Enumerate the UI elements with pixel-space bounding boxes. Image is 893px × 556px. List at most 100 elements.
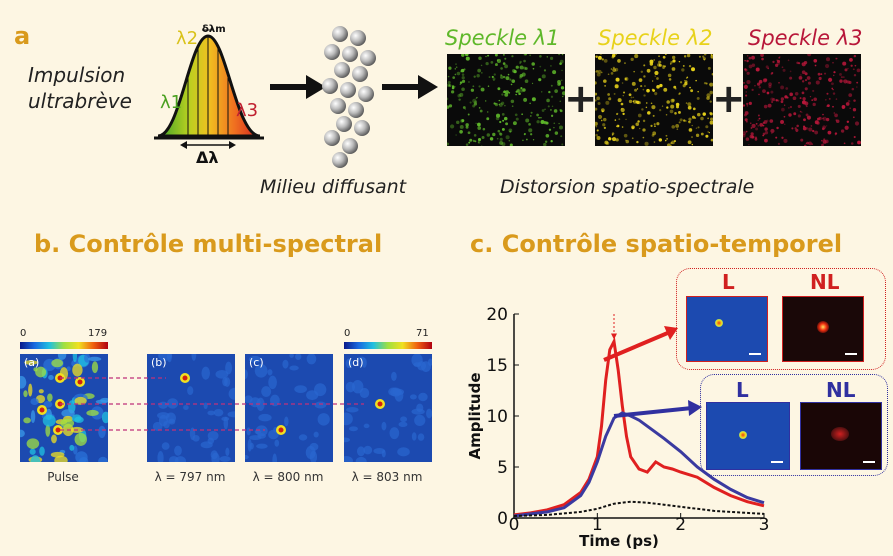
colorbar-left-max: 179: [88, 328, 108, 339]
speckle-grain: [825, 57, 831, 62]
speckle-grain: [621, 82, 624, 84]
speckle-grain: [659, 109, 662, 112]
speckle-grain: [540, 116, 542, 119]
speckle-grain: [832, 92, 836, 95]
speckle-grain: [488, 76, 491, 79]
speckle-grain: [601, 58, 604, 61]
y-tick-label: 15: [486, 356, 508, 376]
pulse-speckle: [74, 432, 88, 446]
speckle-grain: [688, 128, 693, 132]
speckle-grain: [550, 65, 552, 67]
medium-label: Milieu diffusant: [260, 176, 407, 198]
delta-lambda-arrowhead-left: [180, 141, 187, 149]
tile-speckle: [344, 456, 353, 462]
speckle-grain: [678, 110, 681, 114]
speckle-grain: [783, 115, 786, 118]
speckle-grain: [692, 107, 696, 111]
speckle-grain: [644, 85, 646, 87]
speckle-grain: [640, 70, 644, 74]
speckle-grain: [689, 86, 691, 89]
speckle-grain: [710, 138, 713, 142]
tile-speckle: [284, 416, 289, 427]
speckle-grain: [499, 120, 502, 124]
speckle-grain: [511, 55, 514, 58]
speckle-grain: [538, 78, 542, 82]
speckle-grain: [754, 136, 758, 139]
speckle-grain: [501, 127, 505, 131]
pulse-speckle: [38, 389, 44, 394]
speckle-grain: [615, 138, 619, 142]
speckle-grain: [632, 99, 637, 104]
speckle-grain: [675, 102, 680, 107]
speckle-grain: [464, 54, 469, 57]
speckle-grain: [615, 77, 620, 82]
speckle-grain: [525, 138, 528, 141]
y-tick-label: 10: [486, 407, 508, 427]
speckle-grain: [743, 84, 748, 89]
pulse-speckle: [87, 356, 102, 362]
speckle-grain: [856, 81, 859, 84]
lambda3-label: λ3: [236, 100, 259, 121]
speckle-grain: [702, 112, 706, 116]
speckle-grain: [632, 96, 635, 99]
speckle-grain: [500, 75, 504, 79]
speckle-grain: [687, 140, 692, 145]
speckle-grain: [827, 130, 832, 135]
speckle-grain: [804, 87, 808, 91]
speckle-grain: [801, 80, 805, 83]
speckle-grain: [521, 72, 526, 77]
speckle-grain: [703, 54, 707, 56]
speckle-grain: [447, 105, 450, 109]
speckle-grain: [691, 143, 693, 146]
speckle-grain: [543, 69, 547, 72]
speckle-grain: [458, 98, 461, 101]
speckle-grain: [469, 101, 472, 104]
speckle-grain: [745, 137, 750, 141]
speckle-grain: [757, 124, 760, 127]
speckle-grain: [486, 117, 490, 121]
speckle-grain: [601, 110, 604, 113]
speckle-grain: [538, 116, 540, 119]
speckle-grain: [799, 110, 802, 113]
tile-speckle: [207, 410, 215, 416]
speckle-grain: [597, 69, 602, 74]
pulse-speckle: [98, 425, 106, 439]
speckle-grain: [595, 55, 598, 58]
pulse-speckle: [66, 366, 71, 372]
pulse-speckle: [48, 375, 54, 380]
speckle-grain: [650, 124, 653, 127]
speckle-grain: [603, 79, 607, 83]
speckle-grain: [758, 93, 760, 96]
speckle-grain: [812, 129, 815, 133]
speckle-grain: [751, 123, 756, 128]
speckle-grain: [796, 61, 799, 65]
speckle-grain: [671, 67, 676, 71]
pulse-speckle: [42, 414, 56, 427]
speckle-grain: [840, 76, 843, 79]
pulse-speckle: [98, 456, 108, 462]
speckle-grain: [749, 122, 752, 124]
speckle-grain: [645, 102, 648, 104]
speckle-grain: [643, 75, 646, 78]
speckle-grain: [489, 137, 494, 141]
x-axis-title: Time (ps): [579, 532, 659, 550]
speckle-grain: [852, 68, 855, 71]
sphere: [324, 44, 340, 60]
pulse-speckle: [23, 417, 31, 424]
speckle-grain: [810, 125, 813, 127]
speckle-grain: [550, 140, 553, 143]
speckle-grain: [694, 117, 697, 119]
speckle-grain: [509, 143, 513, 146]
speckle-grain: [477, 141, 481, 144]
speckle-grain: [457, 93, 461, 98]
speckle-grain: [459, 125, 464, 129]
speckle-grain: [842, 76, 845, 78]
speckle-grain: [768, 82, 772, 87]
speckle-grain: [516, 89, 520, 93]
speckle-grain: [755, 127, 759, 131]
speckle-grain: [835, 119, 840, 124]
speckle-grain: [620, 107, 623, 110]
tile-speckle: [426, 408, 432, 419]
speckle-grain: [503, 116, 508, 121]
pulse-speckle: [51, 434, 57, 444]
